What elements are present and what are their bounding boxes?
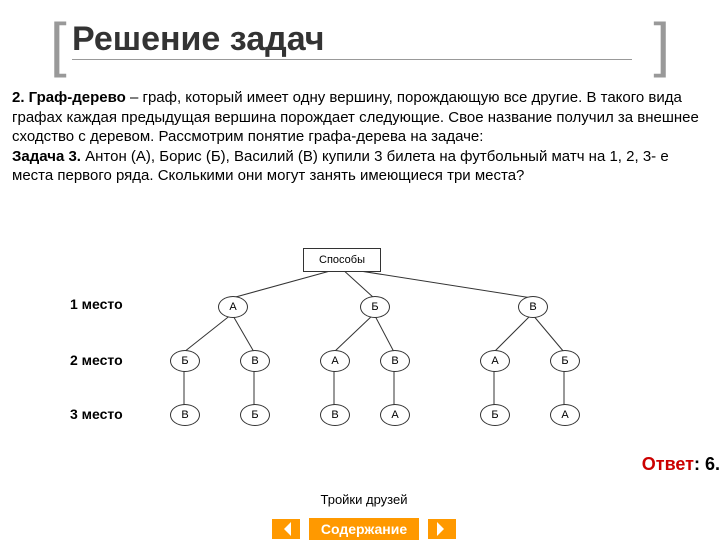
next-button[interactable] [428, 519, 456, 539]
tree-node: Способы [303, 248, 381, 272]
body-text: 2. Граф-дерево – граф, который имеет одн… [12, 88, 712, 186]
toc-button[interactable]: Содержание [309, 518, 419, 540]
tree-node: В [320, 404, 350, 426]
tree-node: В [380, 350, 410, 372]
task-text: Антон (А), Борис (Б), Василий (В) купили… [12, 148, 669, 185]
tree-node: Б [240, 404, 270, 426]
answer-label: Ответ [642, 454, 694, 474]
tree-node: Б [170, 350, 200, 372]
tree-node: А [480, 350, 510, 372]
tree-node: В [170, 404, 200, 426]
tree-node: А [218, 296, 248, 318]
tree-caption: Тройки друзей [0, 492, 728, 507]
bracket-left-icon: [ [50, 10, 67, 79]
prev-button[interactable] [272, 519, 300, 539]
tree-node: Б [480, 404, 510, 426]
answer: Ответ: 6. [642, 454, 720, 475]
definition-label: 2. Граф-дерево [12, 89, 126, 106]
row-label: 2 место [70, 352, 123, 368]
row-label: 1 место [70, 296, 123, 312]
tree-node: Б [550, 350, 580, 372]
tree-node: А [380, 404, 410, 426]
tree-diagram: Способы А Б В Б В А В А Б В Б В А Б А 1 место 2 место 3 ме… [0, 248, 728, 488]
answer-colon: : [694, 454, 705, 474]
tree-node: А [550, 404, 580, 426]
tree-node: В [518, 296, 548, 318]
tree-node: Б [360, 296, 390, 318]
page-title: Решение задач [72, 20, 632, 60]
answer-value: 6. [705, 454, 720, 474]
nav-bar: Содержание [0, 518, 728, 540]
row-label: 3 место [70, 406, 123, 422]
title-block: [ Решение задач ] [50, 20, 670, 60]
task-label: Задача 3. [12, 148, 81, 165]
tree-node: А [320, 350, 350, 372]
bracket-right-icon: ] [653, 10, 670, 79]
tree-node: В [240, 350, 270, 372]
